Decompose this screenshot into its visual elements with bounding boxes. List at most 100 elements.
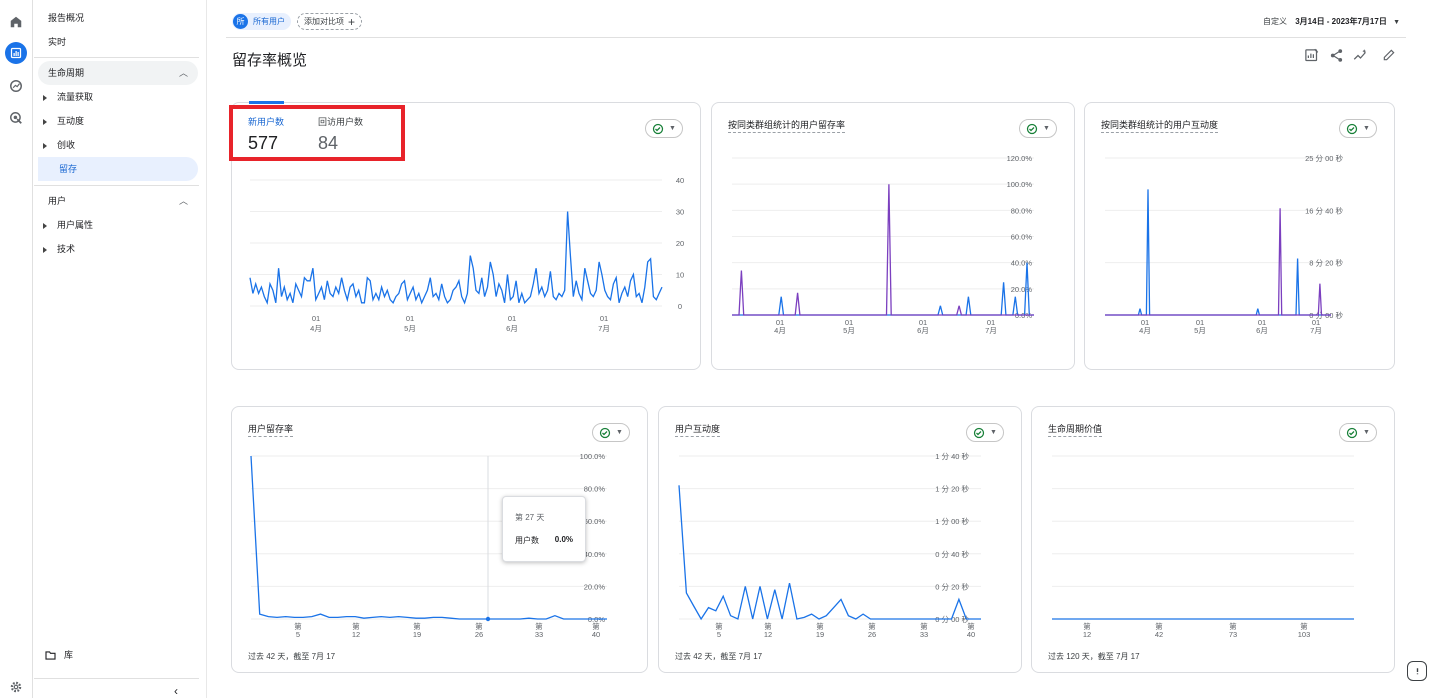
insights-icon[interactable] bbox=[1353, 48, 1368, 63]
chevron-up-icon: ︿ bbox=[178, 68, 188, 78]
feedback-icon bbox=[1416, 667, 1418, 674]
caret-down-icon: ▼ bbox=[990, 429, 997, 436]
y-tick-label: 1 分 20 秒 bbox=[935, 484, 969, 494]
segment-chip[interactable]: 所 所有用户 bbox=[232, 13, 291, 30]
returning-users-label: 回访用户数 bbox=[318, 117, 364, 127]
caret-down-icon: ▼ bbox=[1363, 125, 1370, 132]
nav-section-lifecycle-label: 生命周期 bbox=[48, 68, 85, 78]
compare-check-button[interactable]: ▼ bbox=[966, 423, 1004, 442]
nav-engagement-label: 互动度 bbox=[57, 116, 85, 126]
add-comparison-button[interactable]: 添加对比项 + bbox=[297, 13, 363, 30]
compare-check-button[interactable]: ▼ bbox=[645, 119, 683, 138]
check-circle-icon bbox=[599, 427, 611, 438]
hover-point bbox=[485, 616, 491, 622]
date-range: 3月14日 - 2023年7月17日 bbox=[1295, 17, 1387, 26]
user-engagement-chart: 1 分 40 秒 1 分 20 秒 1 分 00 秒 0 分 40 秒 0 分 20 秒… bbox=[678, 451, 981, 639]
series-line bbox=[1105, 189, 1331, 316]
y-tick-label: 0 分 20 秒 bbox=[935, 581, 969, 591]
x-tick-label: 第 bbox=[592, 621, 600, 631]
nav-tech[interactable]: 技术 bbox=[43, 241, 75, 257]
date-prefix: 自定义 bbox=[1262, 17, 1287, 26]
nav-report-overview[interactable]: 报告概况 bbox=[48, 13, 85, 23]
card-footer: 过去 120 天，截至 7月 17 bbox=[1048, 652, 1140, 661]
nav-retention[interactable]: 留存 bbox=[38, 157, 198, 181]
series-line bbox=[249, 211, 663, 306]
tooltip-value: 0.0% bbox=[554, 535, 573, 544]
advertising-icon[interactable] bbox=[5, 107, 27, 129]
compare-check-button[interactable]: ▼ bbox=[592, 423, 630, 442]
x-tick-label: 01 bbox=[312, 314, 320, 323]
collapse-nav-icon[interactable]: ‹ bbox=[174, 684, 178, 698]
nav-user-attributes[interactable]: 用户属性 bbox=[43, 217, 93, 233]
share-icon[interactable] bbox=[1329, 48, 1344, 63]
caret-right-icon bbox=[43, 246, 47, 253]
compare-check-button[interactable]: ▼ bbox=[1339, 423, 1377, 442]
page-title: 留存率概览 bbox=[232, 52, 308, 69]
check-circle-icon bbox=[1346, 123, 1358, 134]
y-tick-label: 100.0% bbox=[580, 452, 606, 461]
x-tick-label: 6月 bbox=[506, 324, 518, 333]
y-tick-label: 60.0% bbox=[1011, 233, 1033, 242]
card-title: 生命周期价值 bbox=[1048, 422, 1103, 437]
caret-down-icon: ▼ bbox=[1363, 429, 1370, 436]
x-tick-label: 5月 bbox=[1194, 326, 1206, 335]
x-tick-label: 01 bbox=[919, 318, 927, 327]
chart-tooltip: 第 27 天 用户数 0.0% bbox=[502, 496, 586, 562]
x-tick-label: 01 bbox=[987, 318, 995, 327]
nav-library[interactable]: 库 bbox=[45, 647, 73, 663]
x-tick-label: 第 bbox=[1155, 621, 1163, 631]
tab-returning-users[interactable]: 回访用户数 84 bbox=[318, 115, 363, 154]
x-tick-label: 第 bbox=[475, 621, 483, 631]
compare-check-button[interactable]: ▼ bbox=[1339, 119, 1377, 138]
date-range-picker[interactable]: 自定义 3月14日 - 2023年7月17日 ▼ bbox=[1263, 16, 1400, 27]
returning-users-value: 84 bbox=[318, 133, 339, 153]
nav-monetization-label: 创收 bbox=[57, 140, 76, 150]
x-tick-label: 33 bbox=[535, 630, 543, 639]
x-tick-label: 4月 bbox=[1139, 326, 1151, 335]
caret-right-icon bbox=[43, 94, 47, 101]
feedback-button[interactable] bbox=[1407, 661, 1427, 681]
customize-report-icon[interactable] bbox=[1304, 48, 1319, 63]
x-tick-label: 第 bbox=[1300, 621, 1308, 631]
x-tick-label: 73 bbox=[1229, 630, 1237, 639]
y-tick-label: 20.0% bbox=[584, 582, 606, 591]
nav-engagement[interactable]: 互动度 bbox=[43, 113, 84, 129]
explore-icon[interactable] bbox=[5, 75, 27, 97]
y-tick-label: 10 bbox=[676, 271, 684, 280]
folder-icon bbox=[45, 651, 56, 660]
nav-acquisition[interactable]: 流量获取 bbox=[43, 89, 93, 105]
settings-gear-icon[interactable] bbox=[5, 676, 27, 698]
nav-section-user[interactable]: 用户 ︿ bbox=[38, 189, 198, 213]
y-tick-label: 40.0% bbox=[584, 550, 606, 559]
card-user-engagement: 用户互动度 ▼ 1 分 40 秒 1 分 20 秒 1 分 00 秒 0 分 40 秒… bbox=[658, 406, 1022, 673]
caret-down-icon: ▼ bbox=[1043, 125, 1050, 132]
new-users-label: 新用户数 bbox=[248, 117, 285, 127]
x-tick-label: 第 bbox=[715, 621, 723, 631]
x-tick-label: 42 bbox=[1155, 630, 1163, 639]
x-tick-label: 4月 bbox=[774, 326, 786, 335]
home-icon[interactable] bbox=[5, 11, 27, 33]
edit-pencil-icon[interactable] bbox=[1382, 48, 1396, 62]
segment-avatar: 所 bbox=[233, 14, 248, 29]
nav-realtime[interactable]: 实时 bbox=[48, 37, 67, 47]
side-nav: 报告概况 实时 生命周期 ︿ 流量获取 互动度 创收 留存 用户 ︿ 用户属性 … bbox=[34, 0, 207, 698]
tooltip-day: 第 27 天 bbox=[515, 513, 545, 522]
x-tick-label: 19 bbox=[413, 630, 421, 639]
nav-section-lifecycle[interactable]: 生命周期 ︿ bbox=[38, 61, 198, 85]
nav-monetization[interactable]: 创收 bbox=[43, 137, 75, 153]
tab-new-users[interactable]: 新用户数 577 bbox=[248, 115, 284, 154]
highlight-box bbox=[229, 105, 405, 161]
card-new-vs-returning: 新用户数 577 回访用户数 84 ▼ 40 30 20 10 0 01 4月 01 5月 01 6… bbox=[231, 102, 701, 370]
reports-icon[interactable] bbox=[5, 42, 27, 64]
active-tab-indicator bbox=[249, 101, 284, 104]
caret-down-icon: ▼ bbox=[669, 125, 676, 132]
x-tick-label: 7月 bbox=[598, 324, 610, 333]
y-tick-label: 30 bbox=[676, 208, 684, 217]
x-tick-label: 19 bbox=[816, 630, 824, 639]
x-tick-label: 第 bbox=[413, 621, 421, 631]
y-tick-label: 0 分 00 秒 bbox=[935, 614, 969, 624]
compare-check-button[interactable]: ▼ bbox=[1019, 119, 1057, 138]
x-tick-label: 01 bbox=[406, 314, 414, 323]
